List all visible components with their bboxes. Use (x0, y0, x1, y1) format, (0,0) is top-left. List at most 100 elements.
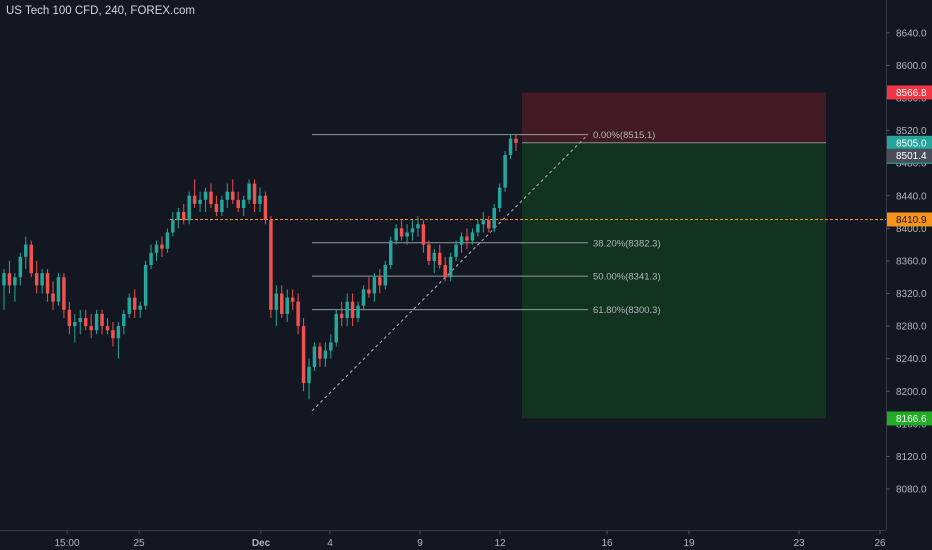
candle-body[interactable] (345, 301, 349, 318)
candle-body[interactable] (405, 232, 409, 237)
candle-body[interactable] (154, 244, 159, 253)
candle-body[interactable] (481, 220, 486, 225)
candle-body[interactable] (252, 183, 257, 204)
candle-body[interactable] (198, 199, 202, 204)
candle-body[interactable] (56, 277, 61, 302)
candle-body[interactable] (209, 191, 213, 204)
candle-body[interactable] (100, 313, 104, 327)
candle-body[interactable] (454, 244, 458, 257)
candle-body[interactable] (29, 244, 33, 274)
candle-body[interactable] (388, 240, 393, 265)
candle-body[interactable] (187, 195, 191, 221)
candle-body[interactable] (410, 228, 415, 233)
candle-body[interactable] (241, 199, 246, 208)
candle-body[interactable] (296, 301, 300, 327)
stop-loss-zone[interactable] (522, 92, 826, 143)
candle-body[interactable] (220, 199, 224, 213)
candle-body[interactable] (301, 326, 306, 384)
candle-body[interactable] (78, 317, 83, 323)
candle-body[interactable] (487, 220, 491, 229)
candle-body[interactable] (51, 293, 55, 302)
candle-body[interactable] (181, 212, 186, 221)
candle-body[interactable] (329, 342, 333, 351)
candle-body[interactable] (476, 224, 480, 233)
candle-body[interactable] (274, 293, 279, 310)
candle-body[interactable] (73, 322, 77, 327)
candle-body[interactable] (225, 191, 230, 200)
candle-body[interactable] (247, 183, 251, 200)
candle-body[interactable] (236, 199, 240, 208)
candle-body[interactable] (334, 313, 339, 343)
candle-body[interactable] (290, 297, 295, 302)
candle-body[interactable] (356, 305, 360, 318)
candle-body[interactable] (318, 346, 322, 359)
candle-body[interactable] (34, 273, 39, 286)
candle-body[interactable] (67, 309, 72, 327)
candle-body[interactable] (143, 265, 148, 306)
candle-body[interactable] (503, 155, 507, 188)
candle-body[interactable] (116, 326, 121, 339)
candle-body[interactable] (149, 252, 153, 265)
candle-body[interactable] (192, 195, 197, 204)
candle-body[interactable] (24, 244, 28, 257)
candle-body[interactable] (214, 203, 219, 213)
candle-body[interactable] (40, 273, 44, 286)
fib-trend-line[interactable] (311, 134, 589, 412)
candle-body[interactable] (432, 252, 437, 261)
candle-body[interactable] (372, 277, 377, 294)
candle-body[interactable] (361, 289, 366, 306)
candle-body[interactable] (437, 252, 442, 265)
candle-body[interactable] (383, 265, 388, 286)
candle-body[interactable] (416, 224, 420, 229)
candle-body[interactable] (127, 297, 132, 314)
candle-body[interactable] (171, 220, 175, 233)
candle-body[interactable] (394, 228, 398, 241)
candle-body[interactable] (94, 313, 99, 331)
candle-body[interactable] (138, 305, 142, 310)
candle-body[interactable] (514, 138, 518, 143)
candle-body[interactable] (323, 350, 328, 359)
candle-body[interactable] (122, 313, 126, 327)
candle-body[interactable] (89, 326, 93, 331)
candle-body[interactable] (13, 277, 17, 286)
candle-body[interactable] (459, 236, 464, 245)
candle-body[interactable] (378, 277, 382, 286)
candle-body[interactable] (508, 138, 513, 156)
candle-body[interactable] (280, 293, 284, 314)
candle-body[interactable] (231, 191, 235, 200)
candle-body[interactable] (263, 195, 268, 221)
candle-body[interactable] (497, 187, 502, 208)
candle-body[interactable] (448, 256, 453, 278)
candle-body[interactable] (350, 301, 355, 318)
price-axis[interactable] (886, 0, 932, 550)
candle-body[interactable] (45, 273, 50, 294)
candle-body[interactable] (132, 297, 137, 310)
candle-body[interactable] (83, 317, 88, 327)
candle-body[interactable] (285, 297, 289, 314)
candle-body[interactable] (307, 366, 311, 384)
candle-body[interactable] (18, 256, 23, 278)
candle-body[interactable] (443, 265, 447, 278)
candle-body[interactable] (165, 232, 170, 249)
candle-body[interactable] (160, 244, 164, 249)
candle-body[interactable] (111, 330, 115, 339)
candle-body[interactable] (203, 191, 208, 200)
candle-body[interactable] (312, 346, 317, 367)
candle-body[interactable] (7, 273, 12, 286)
candle-body[interactable] (105, 326, 110, 331)
take-profit-zone[interactable] (522, 142, 826, 419)
candle-body[interactable] (258, 195, 262, 204)
candle-body[interactable] (2, 273, 6, 286)
candle-body[interactable] (399, 228, 404, 237)
candle-body[interactable] (421, 224, 426, 245)
candle-body[interactable] (492, 207, 496, 229)
candle-body[interactable] (176, 212, 181, 221)
candle-body[interactable] (470, 232, 475, 241)
candle-body[interactable] (367, 289, 371, 294)
candle-body[interactable] (339, 313, 344, 318)
candle-body[interactable] (62, 277, 66, 310)
candle-body[interactable] (269, 220, 273, 310)
candle-body[interactable] (465, 236, 469, 241)
candle-body[interactable] (427, 244, 431, 261)
